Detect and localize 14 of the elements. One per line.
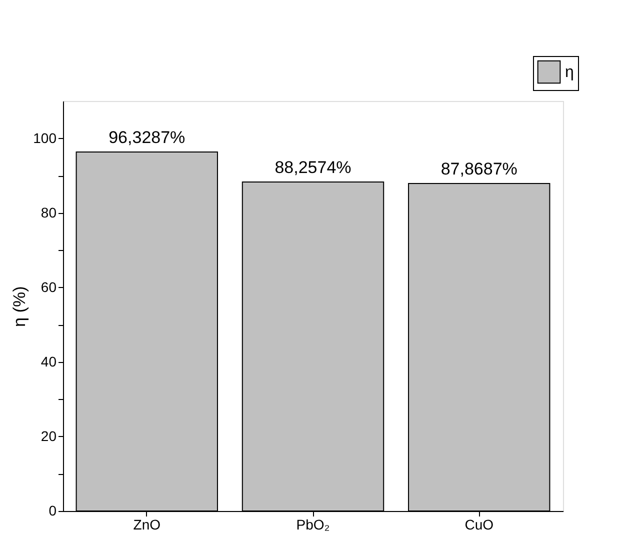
data-label: 87,8687% (440, 159, 518, 178)
y-tick-label: 100 (33, 130, 57, 146)
data-label: 96,3287% (108, 128, 186, 147)
y-axis-title: η (%) (10, 286, 30, 327)
y-tick-label: 20 (40, 428, 57, 444)
legend-label: η (565, 64, 574, 81)
y-tick-label: 80 (40, 204, 57, 220)
y-tick-label: 60 (40, 278, 57, 295)
data-label: 88,2574% (274, 158, 352, 178)
x-tick-label: PbO₂ (296, 516, 330, 532)
x-tick-label: CuO (464, 516, 494, 532)
x-tick-label: ZnO (133, 516, 161, 532)
y-tick-label: 0 (48, 502, 57, 518)
y-tick-label: 40 (40, 353, 57, 370)
